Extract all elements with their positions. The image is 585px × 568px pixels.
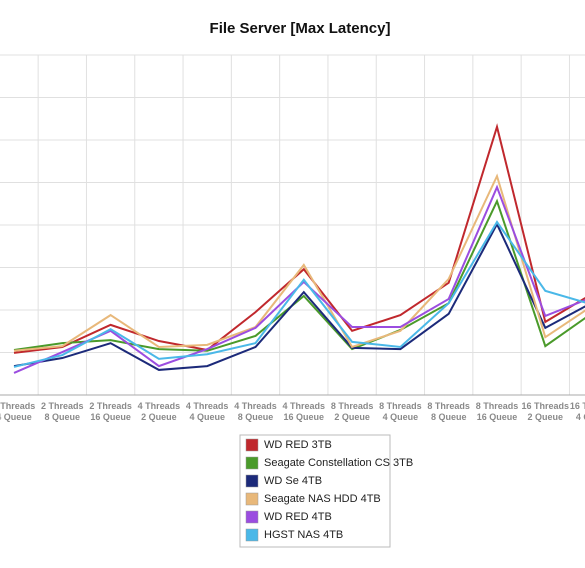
series-line — [13, 173, 585, 352]
legend-label: HGST NAS 4TB — [264, 529, 343, 541]
x-tick-label: 8 Threads 4 Queue — [379, 401, 422, 422]
x-tick-label: 4 Threads 4 Queue — [186, 401, 229, 422]
legend-swatch — [245, 492, 259, 506]
legend-swatch — [245, 456, 259, 470]
legend-label: Seagate Constellation CS 3TB — [264, 457, 413, 469]
legend-label: WD Se 4TB — [264, 475, 322, 487]
legend — [239, 434, 391, 548]
grid — [0, 54, 585, 396]
series-line — [13, 184, 585, 374]
chart-title: File Server [Max Latency] — [210, 20, 391, 37]
x-tick-label: 4 Threads 8 Queue — [234, 401, 277, 422]
x-tick-label: 8 Threads 8 Queue — [427, 401, 470, 422]
series-line — [13, 123, 585, 354]
legend-label: WD RED 3TB — [264, 439, 332, 451]
x-tick-label: 2 Threads 16 Queue — [89, 401, 132, 422]
x-tick-label: 2 Threads 8 Queue — [41, 401, 84, 422]
x-tick-label: 8 Threads 16 Queue — [476, 401, 519, 422]
x-tick-label: 16 Threads 2 Queue — [522, 401, 570, 422]
x-tick-label: 4 Threads 2 Queue — [138, 401, 181, 422]
legend-swatch — [245, 510, 259, 524]
legend-swatch — [245, 474, 259, 488]
series-line — [13, 198, 585, 352]
x-tick-label: 8 Threads 2 Queue — [331, 401, 374, 422]
series-line — [13, 221, 585, 371]
legend-swatch — [245, 528, 259, 542]
legend-label: Seagate NAS HDD 4TB — [264, 493, 381, 505]
x-tick-label: 4 Threads 16 Queue — [283, 401, 326, 422]
legend-label: WD RED 4TB — [264, 511, 332, 523]
series-line — [13, 220, 585, 368]
legend-swatch — [245, 438, 259, 452]
